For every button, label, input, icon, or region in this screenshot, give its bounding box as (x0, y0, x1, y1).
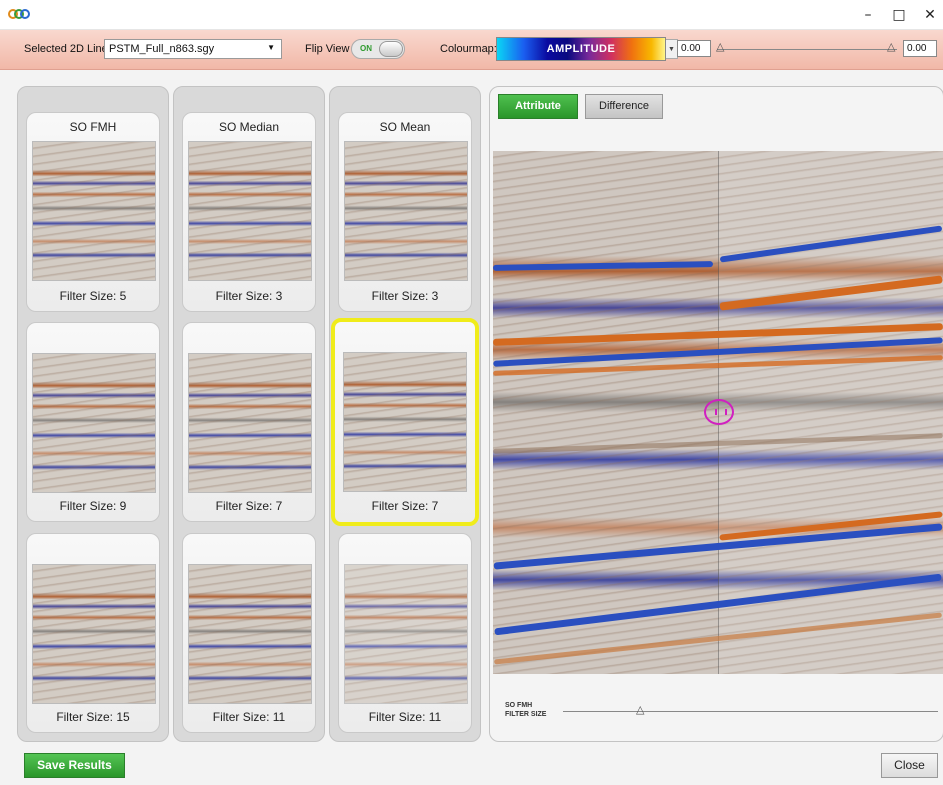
minimize-button[interactable]: – (864, 7, 872, 23)
result-card[interactable]: SO FMH Filter Size: 5 (26, 112, 160, 312)
app-logo-icon (8, 9, 30, 19)
slider-max-thumb-icon[interactable]: △ (887, 40, 896, 53)
tab-attribute[interactable]: Attribute (498, 94, 578, 119)
close-button[interactable]: Close (881, 753, 938, 778)
result-card[interactable]: Filter Size: 11 (338, 533, 472, 733)
seismic-thumbnail (188, 564, 312, 704)
colourmap-label: Colourmap: (440, 43, 497, 55)
colourmap-range-slider[interactable] (717, 49, 897, 50)
title-bar: – □ ✕ (0, 0, 943, 30)
filter-size-label: Filter Size: 15 (56, 710, 130, 724)
result-card[interactable]: Filter Size: 9 (26, 322, 160, 522)
colourmap-selector[interactable]: AMPLITUDE (496, 37, 666, 61)
seismic-thumbnail (32, 141, 156, 281)
card-title: SO Mean (379, 120, 431, 134)
seismic-thumbnail (344, 141, 468, 281)
line-select-value: PSTM_Full_n863.sgy (109, 43, 215, 55)
card-title: SO FMH (69, 120, 117, 134)
result-card[interactable]: Filter Size: 11 (182, 533, 316, 733)
result-card[interactable]: Filter Size: 7 (182, 322, 316, 522)
result-card[interactable]: SO Mean Filter Size: 3 (338, 112, 472, 312)
result-card[interactable]: Filter Size: 15 (26, 533, 160, 733)
line-select[interactable]: PSTM_Full_n863.sgy ▼ (104, 39, 282, 59)
filter-size-label: Filter Size: 3 (371, 289, 439, 303)
flip-view-toggle[interactable]: ON (351, 39, 405, 59)
seismic-thumbnail (32, 353, 156, 493)
chevron-down-icon: ▼ (267, 43, 275, 52)
filter-size-label: Filter Size: 5 (59, 289, 127, 303)
split-handle-icon[interactable] (704, 399, 734, 425)
seismic-thumbnail (343, 352, 467, 492)
seismic-thumbnail (188, 141, 312, 281)
seismic-comparison-view[interactable] (493, 151, 943, 674)
slider-min-thumb-icon[interactable]: △ (716, 40, 725, 53)
colourmap-max-input[interactable]: 0.00 (903, 40, 937, 57)
filter-size-label: Filter Size: 3 (215, 289, 283, 303)
colourmap-min-input[interactable]: 0.00 (677, 40, 711, 57)
seismic-thumbnail (32, 564, 156, 704)
flip-view-state: ON (360, 44, 372, 53)
filter-slider-thumb-icon[interactable]: △ (636, 703, 645, 716)
tab-difference[interactable]: Difference (585, 94, 663, 119)
seismic-thumbnail (188, 353, 312, 493)
seismic-thumbnail (344, 564, 468, 704)
filter-size-label: Filter Size: 7 (215, 499, 283, 513)
filter-slider-label: SO FMH (505, 702, 533, 709)
filter-size-slider[interactable] (563, 711, 938, 712)
result-card-selected[interactable]: Filter Size: 7 (331, 318, 479, 526)
flip-view-label: Flip View (305, 43, 350, 55)
card-title: SO Median (218, 120, 280, 134)
filter-size-label: Filter Size: 11 (368, 710, 442, 724)
toggle-knob (379, 41, 403, 57)
window-close-button[interactable]: ✕ (924, 7, 936, 23)
filter-slider-sublabel: FILTER SIZE (505, 711, 547, 718)
filter-size-label: Filter Size: 11 (212, 710, 286, 724)
toolbar: Selected 2D Line: PSTM_Full_n863.sgy ▼ F… (0, 30, 943, 70)
colourmap-name: AMPLITUDE (546, 43, 616, 55)
save-results-button[interactable]: Save Results (24, 753, 125, 778)
reflector (493, 261, 714, 271)
result-card[interactable]: SO Median Filter Size: 3 (182, 112, 316, 312)
line-select-label: Selected 2D Line: (24, 43, 111, 55)
filter-size-label: Filter Size: 9 (59, 499, 127, 513)
maximize-button[interactable]: □ (892, 7, 906, 23)
filter-size-label: Filter Size: 7 (371, 499, 439, 513)
